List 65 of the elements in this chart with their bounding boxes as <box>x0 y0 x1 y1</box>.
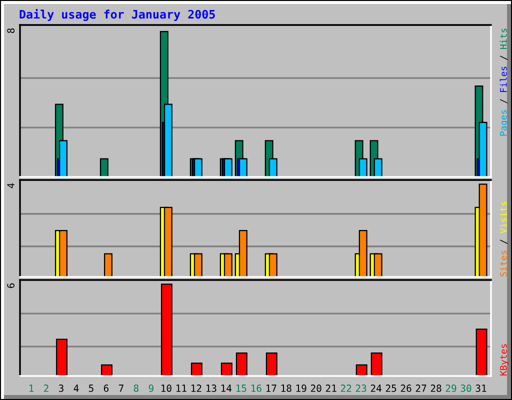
bar <box>190 362 202 376</box>
x-tick-label: 21 <box>326 384 336 392</box>
x-tick-label: 30 <box>460 384 472 392</box>
x-tick-label: 18 <box>281 384 292 392</box>
text: Hits <box>500 28 507 49</box>
bar <box>100 158 108 177</box>
text: Pages <box>500 110 509 136</box>
bar <box>478 184 488 277</box>
x-tick-label: 25 <box>386 384 396 392</box>
x-tick-label: 14 <box>221 384 232 392</box>
bar <box>59 230 68 277</box>
x-tick-label: 4 <box>74 384 79 392</box>
x-tick-label: 15 <box>236 384 246 392</box>
x-tick-label: 23 <box>356 384 366 392</box>
bar <box>164 206 172 277</box>
x-tick-label: 17 <box>266 384 276 392</box>
x-tick-label: 19 <box>296 384 306 392</box>
x-tick-label: 5 <box>88 384 94 392</box>
text: Sites <box>500 250 507 276</box>
x-tick-label: 9 <box>148 384 154 392</box>
text: / <box>500 56 508 60</box>
text: 4 <box>7 183 14 188</box>
x-tick-label: 27 <box>416 384 426 392</box>
x-tick-label: 1 <box>29 384 34 392</box>
bar <box>268 253 278 277</box>
bar <box>220 362 232 376</box>
bar <box>160 284 172 376</box>
bar <box>56 338 68 376</box>
chart-title: Daily usage for January 2005 <box>20 9 215 21</box>
text: Visits <box>500 202 507 234</box>
text: / <box>500 240 508 244</box>
x-tick-label: 7 <box>118 384 124 392</box>
bar <box>374 253 382 277</box>
x-tick-label: 3 <box>58 384 64 392</box>
x-tick-label: 26 <box>400 384 412 392</box>
bar <box>224 253 232 277</box>
text: 6 <box>7 283 15 288</box>
bar <box>358 230 368 277</box>
bar <box>476 328 488 376</box>
x-tick-label: 24 <box>370 384 382 392</box>
x-tick-label: 12 <box>191 384 202 392</box>
x-tick-label: 20 <box>310 384 322 392</box>
text: KBytes <box>500 344 509 376</box>
x-tick-label: 28 <box>430 384 442 392</box>
x-tick-label: 13 <box>206 384 216 392</box>
bar <box>101 364 112 376</box>
bar <box>356 364 368 376</box>
bar <box>194 253 202 277</box>
text: Files <box>500 66 507 92</box>
x-tick-label: 6 <box>104 384 108 392</box>
x-tick-label: 8 <box>134 384 138 392</box>
bar <box>266 352 278 376</box>
bar <box>370 352 382 376</box>
x-tick-label: 22 <box>340 384 352 392</box>
x-tick-label: 10 <box>161 384 172 392</box>
text: / <box>500 99 508 104</box>
text: 8 <box>7 28 15 34</box>
bar <box>104 253 112 277</box>
x-tick-label: 31 <box>476 384 486 392</box>
bar <box>236 352 248 376</box>
x-tick-label: 2 <box>44 384 48 392</box>
x-tick-label: 29 <box>446 384 456 392</box>
x-tick-label: 11 <box>176 384 186 392</box>
x-tick-label: 16 <box>251 384 262 392</box>
bar <box>238 230 248 277</box>
